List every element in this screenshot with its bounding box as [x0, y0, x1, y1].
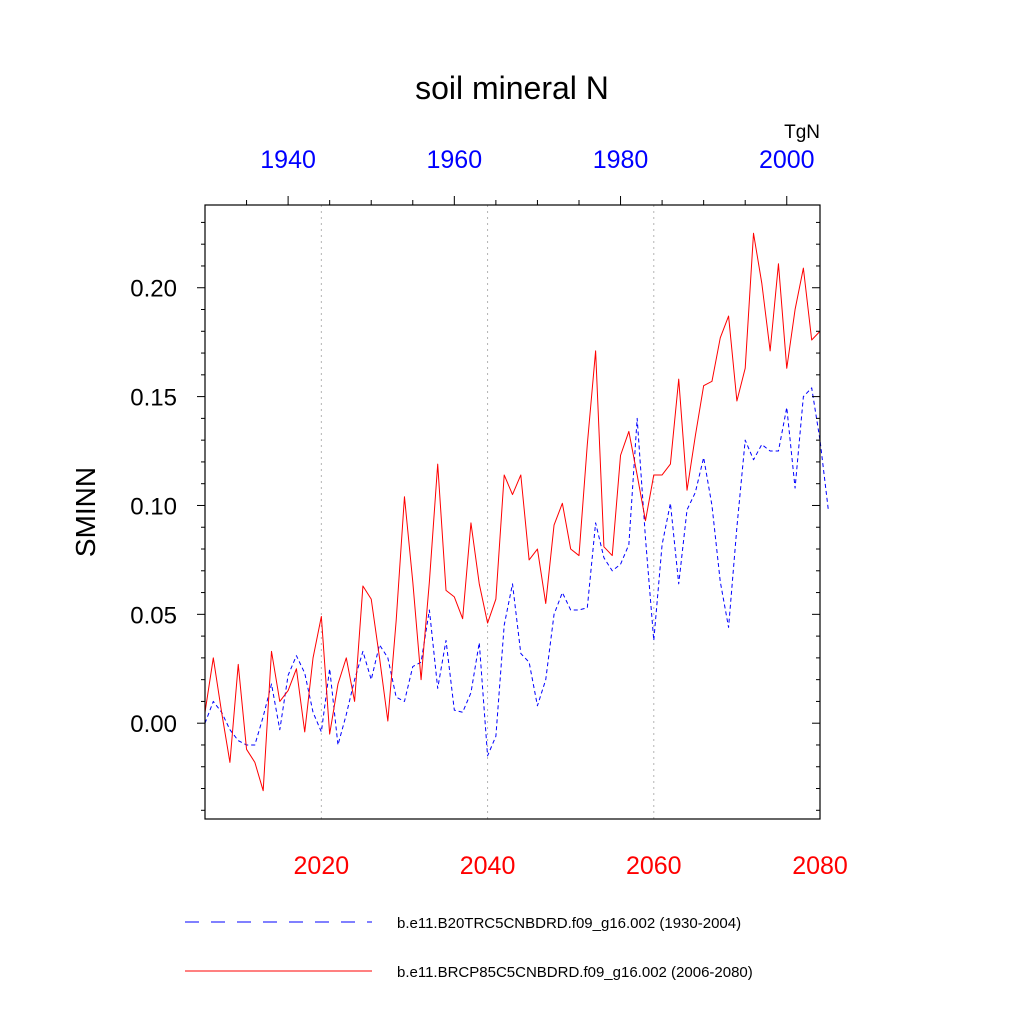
x-top-tick-label: 2000 [759, 146, 815, 174]
legend-label-future: b.e11.BRCP85C5CNBDRD.f09_g16.002 (2006-2… [397, 964, 753, 981]
x-top-tick-label: 1980 [593, 146, 649, 174]
plot-frame [204, 204, 821, 820]
y-tick-label: 0.20 [130, 276, 177, 303]
x-top-tick-label: 1960 [427, 146, 483, 174]
y-axis-label: SMINN [70, 467, 101, 557]
series-line-future [204, 232, 821, 792]
y-tick-label: 0.15 [130, 385, 177, 412]
tick-labels: 0.00 0.05 0.10 0.15 0.20 2020 2040 2060 2080 1940… [130, 146, 848, 880]
series-line-hist [204, 387, 829, 757]
y-tick-label: 0.10 [130, 493, 177, 520]
x-bottom-tick-label: 2060 [626, 852, 682, 880]
x-bottom-tick-label: 2040 [460, 852, 516, 880]
y-tick-label: 0.00 [130, 711, 177, 738]
chart-title: soil mineral N [415, 70, 609, 106]
x-top-tick-label: 1940 [260, 146, 316, 174]
series-layer [204, 232, 829, 792]
grid-lines [320, 205, 655, 819]
x-bottom-tick-label: 2080 [792, 852, 848, 880]
axes [197, 196, 821, 820]
x-bottom-tick-label: 2020 [294, 852, 350, 880]
y-tick-label: 0.05 [130, 602, 177, 629]
legend-label-hist: b.e11.B20TRC5CNBDRD.f09_g16.002 (1930-20… [397, 915, 741, 932]
legend: b.e11.B20TRC5CNBDRD.f09_g16.002 (1930-20… [185, 915, 753, 981]
units-label: TgN [784, 122, 820, 143]
